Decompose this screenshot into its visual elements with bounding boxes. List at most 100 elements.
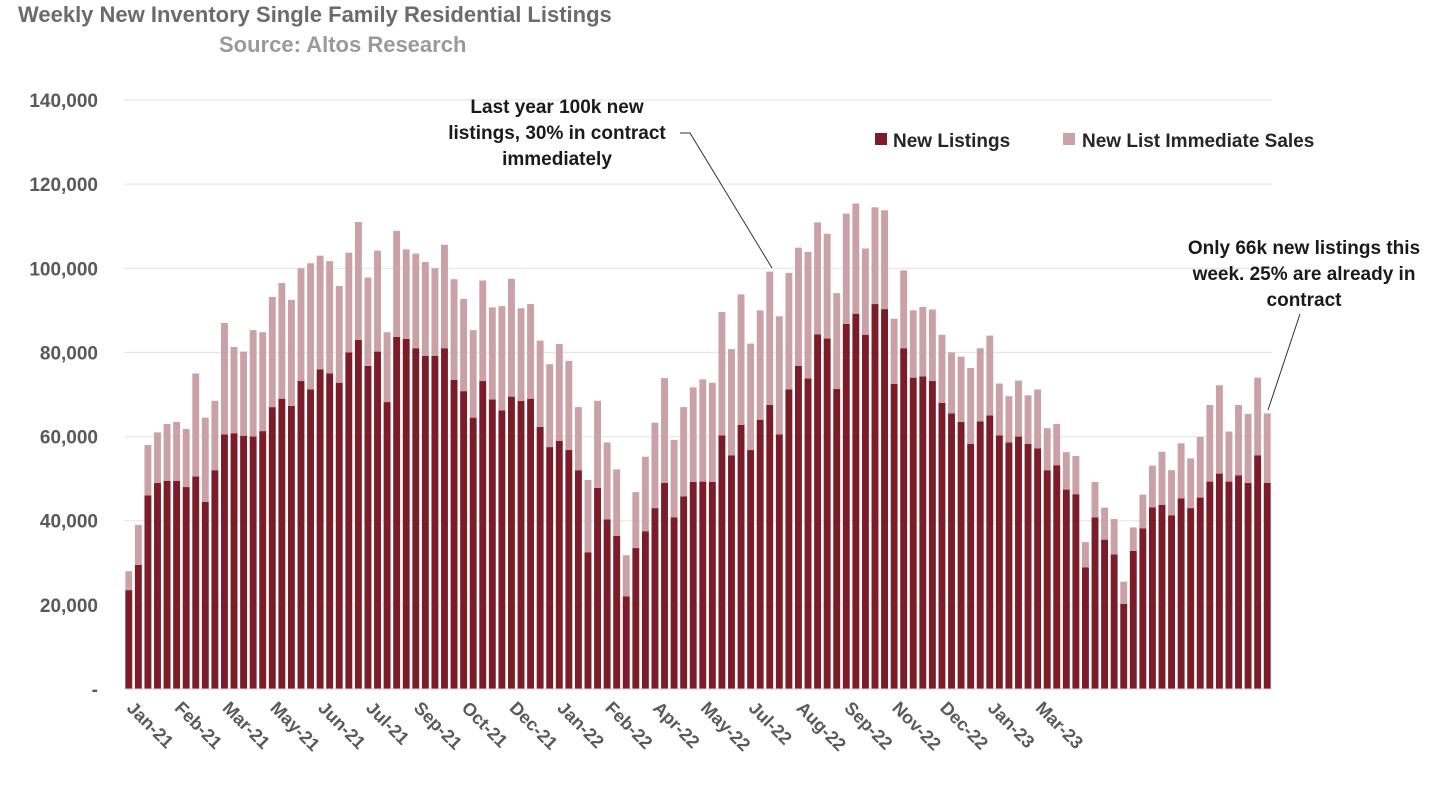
bar-immediate-sales: [1177, 443, 1185, 499]
bar-new-listings: [546, 447, 554, 689]
bar-new-listings: [221, 434, 228, 689]
gridlines: [124, 99, 1272, 606]
bar-immediate-sales: [708, 382, 716, 483]
bar-new-listings: [326, 373, 334, 689]
bar-new-listings: [230, 433, 238, 689]
bar-new-listings: [594, 487, 601, 689]
bar-new-listings: [852, 313, 860, 689]
bar-new-listings: [555, 440, 563, 689]
y-tick-label: 20,000: [40, 596, 98, 617]
bar-immediate-sales: [795, 247, 802, 366]
bar-new-listings: [699, 481, 707, 689]
bar-immediate-sales: [201, 417, 209, 502]
bar-new-listings: [364, 365, 372, 689]
bar-new-listings: [718, 435, 726, 689]
bar-new-listings: [584, 552, 592, 689]
bar-new-listings: [1053, 465, 1061, 689]
x-tick-label: Aug-22: [793, 698, 850, 755]
bar-new-listings: [278, 398, 286, 689]
annotation-last-year: Last year 100k new listings, 30% in cont…: [448, 97, 773, 269]
bar-new-listings: [450, 379, 458, 689]
bar-new-listings: [1177, 498, 1185, 689]
bars: [125, 203, 1271, 689]
bar-new-listings: [1235, 475, 1242, 689]
legend-swatch-new-listings: [875, 133, 887, 145]
bar-new-listings: [823, 338, 831, 689]
bar-immediate-sales: [890, 318, 898, 384]
bar-new-listings: [1215, 473, 1223, 689]
bar-new-listings: [680, 496, 688, 689]
legend-swatch-immediate-sales: [1063, 133, 1075, 145]
bar-new-listings: [1024, 443, 1032, 689]
bar-immediate-sales: [986, 335, 994, 416]
bar-new-listings: [728, 455, 735, 689]
x-tick-label: Apr-22: [649, 698, 703, 752]
bar-immediate-sales: [651, 422, 659, 509]
bar-immediate-sales: [1024, 395, 1032, 444]
bar-immediate-sales: [354, 222, 362, 340]
bar-new-listings: [1101, 539, 1109, 689]
bar-immediate-sales: [1129, 527, 1137, 552]
bar-immediate-sales: [1235, 405, 1242, 476]
bar-new-listings: [1062, 489, 1070, 689]
x-tick-label: Nov-22: [888, 698, 945, 755]
bar-immediate-sales: [804, 251, 812, 379]
x-tick-label: Sep-21: [410, 698, 466, 754]
bar-immediate-sales: [785, 272, 793, 390]
bar-immediate-sales: [335, 285, 343, 383]
bar-new-listings: [297, 381, 305, 689]
bar-immediate-sales: [412, 253, 420, 349]
bar-immediate-sales: [1110, 519, 1118, 555]
annotation-this-week-leader: [1267, 313, 1301, 411]
bar-immediate-sales: [919, 306, 927, 377]
bar-immediate-sales: [1072, 455, 1080, 495]
bar-new-listings: [661, 482, 668, 689]
bar-new-listings: [354, 339, 362, 689]
bar-immediate-sales: [833, 293, 841, 390]
bar-new-listings: [316, 369, 324, 689]
bar-immediate-sales: [125, 571, 133, 591]
bar-new-listings: [134, 564, 142, 689]
bar-immediate-sales: [995, 383, 1003, 436]
bar-immediate-sales: [546, 364, 554, 448]
annotation-this-week-line-2: week. 25% are already in: [1192, 264, 1416, 285]
bar-new-listings: [307, 389, 314, 689]
x-tick-label: Jun-21: [314, 698, 369, 753]
bar-immediate-sales: [1263, 413, 1271, 483]
x-tick-label: Jan-22: [553, 698, 607, 752]
bar-immediate-sales: [680, 407, 688, 497]
bar-immediate-sales: [527, 304, 535, 399]
bar-immediate-sales: [1187, 458, 1195, 509]
bar-new-listings: [938, 402, 946, 689]
bar-new-listings: [469, 417, 477, 689]
bar-new-listings: [1072, 494, 1080, 689]
bar-new-listings: [249, 436, 257, 689]
bar-new-listings: [1120, 604, 1128, 689]
bar-immediate-sales: [938, 334, 946, 403]
bar-new-listings: [603, 519, 611, 689]
bar-new-listings: [536, 426, 544, 689]
annotation-this-week-line-1: Only 66k new listings this: [1188, 238, 1420, 259]
bar-immediate-sales: [747, 343, 755, 451]
bar-immediate-sales: [574, 407, 582, 471]
bar-immediate-sales: [622, 555, 630, 597]
legend: New Listings New List Immediate Sales: [875, 131, 1314, 152]
y-axis-ticks: - 20,000 40,000 60,000 80,000 100,000 120,000 1…: [29, 91, 98, 701]
bar-immediate-sales: [957, 356, 965, 422]
bar-immediate-sales: [441, 244, 448, 349]
bar-new-listings: [144, 495, 152, 689]
bar-new-listings: [708, 482, 716, 689]
bar-new-listings: [1158, 504, 1166, 689]
bar-new-listings: [861, 334, 869, 689]
bar-new-listings: [871, 304, 879, 689]
bar-new-listings: [747, 450, 755, 689]
bar-immediate-sales: [1043, 428, 1051, 471]
bar-immediate-sales: [479, 280, 487, 382]
bar-immediate-sales: [775, 316, 783, 435]
bar-new-listings: [460, 391, 468, 689]
x-tick-label: Jul-21: [362, 698, 413, 749]
bar-new-listings: [192, 476, 200, 689]
legend-label-immediate-sales: New List Immediate Sales: [1082, 131, 1314, 152]
bar-immediate-sales: [1206, 405, 1214, 482]
